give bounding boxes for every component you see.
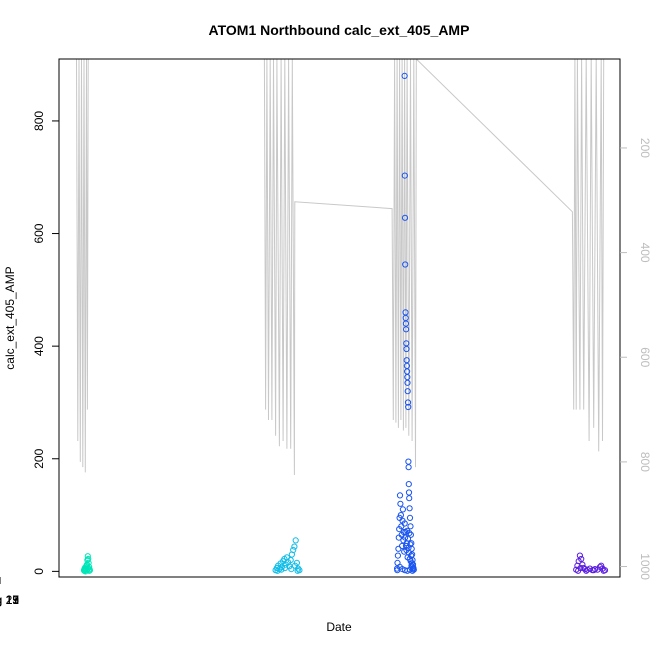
data-point	[278, 566, 285, 573]
x-tick-label: Aug 21	[0, 593, 19, 607]
data-point	[577, 564, 584, 572]
data-point	[598, 562, 605, 569]
y-axis: 0 200 400 600 800	[32, 111, 59, 575]
x-tick-label: Aug 19	[0, 593, 19, 607]
y-tick-label: 600	[32, 223, 46, 243]
data-point	[281, 564, 289, 572]
data-point	[396, 526, 403, 533]
data-point	[407, 531, 414, 538]
x-axis: Aug 13Aug 15Aug 17Aug 19Aug 21	[0, 577, 19, 607]
data-point	[600, 567, 607, 574]
data-point	[288, 566, 295, 573]
data-point	[591, 566, 599, 573]
data-point	[405, 481, 412, 488]
data-point	[401, 520, 408, 527]
data-point	[403, 326, 410, 333]
data-point	[86, 567, 93, 574]
data-point	[85, 559, 92, 567]
series-4	[573, 552, 609, 574]
data-point	[401, 214, 409, 221]
data-point	[84, 557, 91, 564]
data-point	[576, 552, 584, 559]
y-tick-label: 0	[32, 568, 46, 575]
chart-title: ATOM1 Northbound calc_ext_405_AMP	[209, 22, 470, 38]
depth-profile-line	[76, 59, 605, 476]
y2-tick-label: 400	[638, 243, 650, 263]
data-point	[396, 492, 404, 499]
data-point	[406, 530, 413, 537]
data-point	[405, 403, 412, 411]
y2-axis-right: 200 400 600 800 1000	[620, 138, 650, 580]
data-point	[397, 512, 404, 519]
data-point	[404, 535, 412, 542]
data-point	[395, 545, 402, 552]
data-point	[406, 514, 414, 522]
data-point	[402, 261, 409, 268]
series-3	[394, 72, 417, 574]
data-point	[409, 567, 416, 574]
data-point	[406, 495, 413, 502]
data-point	[402, 320, 409, 327]
data-point	[407, 541, 414, 548]
data-point	[403, 345, 410, 353]
data-point	[402, 528, 409, 536]
data-point	[403, 340, 410, 347]
data-point	[403, 357, 410, 364]
y2-tick-label: 600	[638, 347, 650, 367]
data-point	[399, 506, 406, 513]
data-point	[404, 388, 411, 395]
data-point	[405, 489, 413, 496]
data-point	[404, 379, 411, 386]
data-point	[590, 567, 597, 574]
data-point	[404, 374, 411, 381]
x-tick-label: Aug 17	[0, 593, 19, 607]
plot-area	[76, 59, 609, 575]
y2-tick-label: 800	[638, 452, 650, 472]
series-1	[80, 553, 94, 575]
data-point	[287, 557, 294, 564]
data-point	[578, 555, 585, 563]
data-point	[404, 399, 412, 406]
y2-tick-label: 1000	[638, 553, 650, 580]
y-axis-label: calc_ext_405_AMP	[3, 266, 17, 369]
y-tick-label: 200	[32, 448, 46, 468]
data-point	[407, 523, 414, 530]
data-point	[583, 567, 590, 574]
plot-frame	[58, 58, 621, 578]
data-point	[408, 552, 415, 559]
data-point	[290, 546, 297, 554]
data-point	[405, 458, 412, 465]
data-point	[408, 560, 415, 567]
data-point	[394, 552, 401, 559]
x-axis-label: Date	[326, 620, 352, 634]
data-point	[291, 562, 299, 569]
data-point	[579, 561, 586, 568]
data-point	[274, 567, 281, 574]
data-point	[401, 72, 408, 80]
series-2	[272, 537, 303, 574]
x-tick-label: Aug 15	[0, 593, 19, 607]
y-tick-label: 400	[32, 336, 46, 356]
data-point	[85, 555, 92, 563]
y-tick-label: 800	[32, 111, 46, 131]
data-point	[84, 553, 91, 560]
data-point	[405, 464, 412, 471]
y2-tick-label: 200	[638, 138, 650, 158]
x-tick-label: Aug 13	[0, 593, 19, 607]
data-point	[292, 537, 299, 544]
data-point	[406, 505, 413, 512]
data-point	[397, 500, 404, 507]
data-point	[291, 543, 298, 550]
data-point	[294, 567, 301, 574]
data-point	[401, 172, 408, 179]
